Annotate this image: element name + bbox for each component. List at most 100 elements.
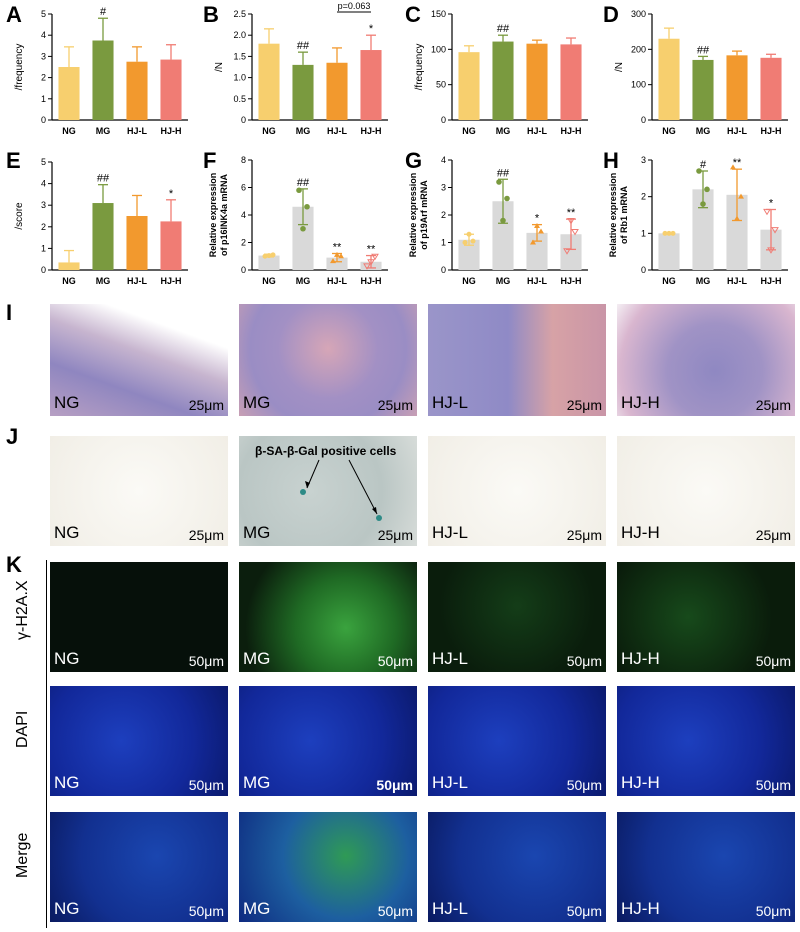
y-axis-label: /frequency bbox=[414, 44, 425, 91]
x-tick-label: NG bbox=[262, 126, 276, 136]
y-tick-label: 8 bbox=[241, 155, 246, 165]
x-tick-label: HJ-L bbox=[127, 126, 148, 136]
y-axis-label-line: Relative expression bbox=[408, 173, 418, 258]
if-merge-scale-mg: 50μm bbox=[377, 903, 413, 919]
bar-hj-h bbox=[160, 221, 182, 270]
if-merge-ng: NG 50μm bbox=[50, 812, 228, 922]
y-axis-label-line: of Rb1 mRNA bbox=[619, 186, 629, 244]
if-merge-label-hjh: HJ-H bbox=[621, 899, 660, 918]
y-tick-label: 6 bbox=[241, 183, 246, 193]
if-dapi-ng: NG 50μm bbox=[50, 686, 228, 796]
y-tick-label: 200 bbox=[631, 44, 646, 54]
bar-ng bbox=[458, 52, 480, 120]
x-tick-label: MG bbox=[696, 126, 711, 136]
bar-mg bbox=[292, 206, 314, 270]
he-image-hjl: HJ-L 25μm bbox=[428, 304, 606, 416]
data-point bbox=[734, 215, 740, 221]
data-point bbox=[666, 230, 672, 236]
x-tick-label: NG bbox=[462, 276, 476, 286]
y-tick-label: 5 bbox=[41, 157, 46, 167]
significance-mark: # bbox=[100, 6, 107, 18]
y-axis-label-line: of p16INK4a mRNA bbox=[219, 173, 229, 256]
bar-hj-l bbox=[126, 216, 148, 270]
bar-hj-l bbox=[526, 43, 548, 120]
significance-mark: * bbox=[369, 23, 374, 35]
y-tick-label: 1 bbox=[41, 243, 46, 253]
if-gamma-label-ng: NG bbox=[54, 649, 80, 668]
if-dapi-label-hjh: HJ-H bbox=[621, 773, 660, 792]
chart-a: 0 1 2 3 4 5/frequency NG MG # HJ-L HJ-H bbox=[0, 0, 200, 148]
y-tick-label: 100 bbox=[431, 44, 446, 54]
panel-letter-f: F bbox=[203, 148, 217, 173]
sa-label-ng: NG bbox=[54, 523, 80, 542]
data-point bbox=[700, 201, 706, 207]
x-tick-label: NG bbox=[662, 126, 676, 136]
y-tick-label: 2 bbox=[41, 73, 46, 83]
data-point bbox=[563, 248, 571, 255]
x-tick-label: HJ-H bbox=[560, 126, 581, 136]
y-axis-label: /score bbox=[14, 202, 25, 230]
y-tick-label: 1 bbox=[641, 228, 646, 238]
chart-h: 0 1 2 3 Relative expression of Rb1 mRNA NG MG # H… bbox=[600, 148, 800, 298]
sa-image-hjl: HJ-L 25μm bbox=[428, 436, 606, 546]
x-tick-label: NG bbox=[62, 276, 76, 286]
data-point bbox=[363, 263, 371, 270]
y-tick-label: 3 bbox=[41, 51, 46, 61]
if-dapi-label-mg: MG bbox=[243, 773, 271, 792]
data-point bbox=[730, 164, 736, 170]
x-tick-label: NG bbox=[662, 276, 676, 286]
sa-scale-ng: 25μm bbox=[188, 527, 224, 543]
significance-mark: ## bbox=[497, 23, 510, 35]
y-tick-label: 0 bbox=[641, 115, 646, 125]
if-gamma-ng: NG 50μm bbox=[50, 562, 228, 672]
significance-mark: ## bbox=[297, 40, 310, 52]
data-point bbox=[367, 259, 375, 266]
if-merge-scale-ng: 50μm bbox=[188, 903, 224, 919]
if-gamma-label-hjh: HJ-H bbox=[621, 649, 660, 668]
if-gamma-hjl: HJ-L 50μm bbox=[428, 562, 606, 672]
y-tick-label: 4 bbox=[241, 210, 246, 220]
y-tick-label: 1 bbox=[441, 238, 446, 248]
y-tick-label: 100 bbox=[631, 80, 646, 90]
bar-mg bbox=[492, 201, 514, 270]
significance-mark: ** bbox=[733, 157, 742, 169]
significance-mark: ## bbox=[297, 177, 310, 189]
significance-mark: ** bbox=[333, 242, 342, 254]
y-tick-label: 0 bbox=[441, 265, 446, 275]
data-point bbox=[304, 203, 310, 210]
bar-ng bbox=[258, 255, 280, 270]
bar-mg bbox=[692, 59, 714, 120]
data-point bbox=[500, 217, 506, 224]
chart-a-svg: 0 1 2 3 4 5/frequency NG MG # HJ-L HJ-H bbox=[14, 6, 188, 136]
if-dapi-scale-mg: 50μm bbox=[376, 777, 413, 793]
y-tick-label: 0.5 bbox=[233, 94, 246, 104]
x-tick-label: HJ-H bbox=[760, 126, 781, 136]
significance-mark: * bbox=[169, 188, 174, 200]
panel-letter-g: G bbox=[405, 148, 423, 173]
if-merge-label-ng: NG bbox=[54, 899, 80, 918]
y-tick-label: 50 bbox=[436, 80, 446, 90]
chart-d-svg: 0 100 200 300/N NG MG ## HJ-L HJ-H bbox=[614, 9, 788, 136]
bar-mg bbox=[492, 41, 514, 121]
x-tick-label: MG bbox=[296, 126, 311, 136]
y-tick-label: 2.0 bbox=[233, 30, 246, 40]
data-point bbox=[571, 229, 579, 236]
chart-e-svg: 0 1 2 3 4 5/score NG MG ## HJ-L HJ-H * bbox=[14, 157, 188, 286]
bar-ng bbox=[58, 262, 80, 270]
sa-arrows bbox=[300, 459, 382, 521]
significance-mark: ## bbox=[497, 167, 510, 179]
if-gamma-scale-hjl: 50μm bbox=[566, 653, 602, 669]
bar-ng bbox=[658, 233, 680, 270]
bar-ng bbox=[458, 239, 480, 270]
x-tick-label: NG bbox=[462, 126, 476, 136]
data-point bbox=[538, 228, 544, 234]
he-label-hjl: HJ-L bbox=[432, 393, 468, 412]
y-tick-label: 2 bbox=[241, 238, 246, 248]
if-gamma-scale-hjh: 50μm bbox=[755, 653, 791, 669]
data-point bbox=[371, 253, 379, 261]
y-axis-label-line: Relative expression bbox=[208, 173, 218, 258]
sa-arrowhead-1 bbox=[305, 481, 310, 488]
x-tick-label: HJ-H bbox=[360, 126, 381, 136]
y-tick-label: 150 bbox=[431, 9, 446, 19]
if-merge-label-hjl: HJ-L bbox=[432, 899, 468, 918]
